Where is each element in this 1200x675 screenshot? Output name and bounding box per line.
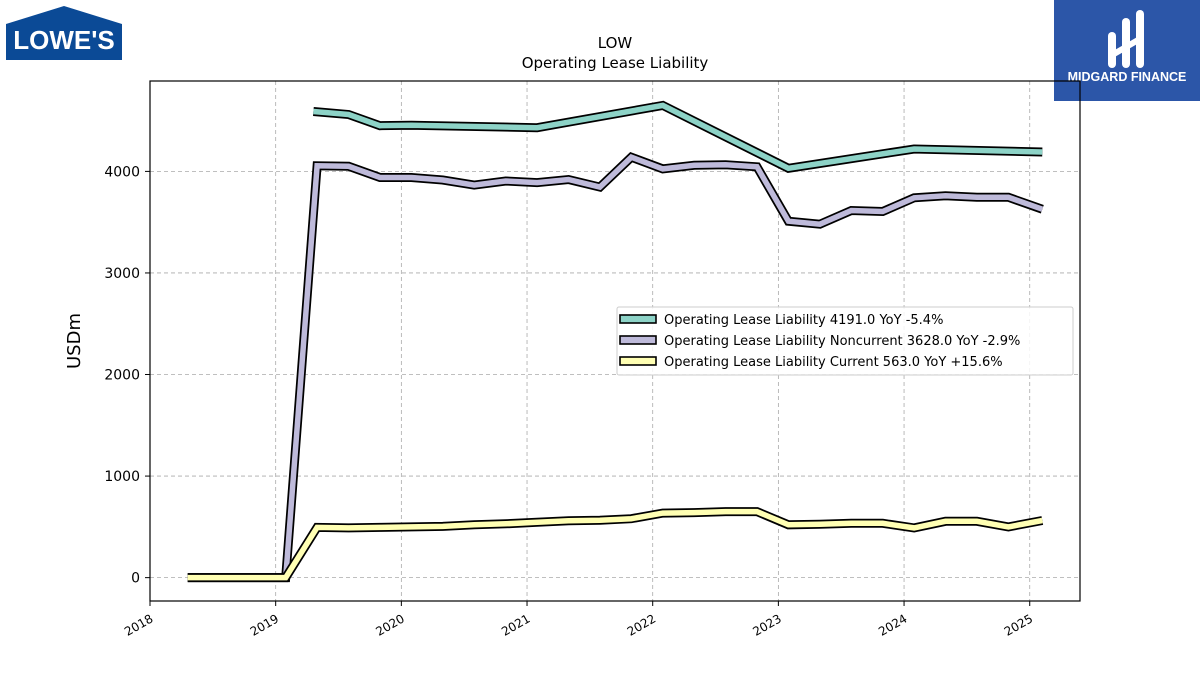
x-tick-label: 2020 — [373, 611, 406, 638]
legend: Operating Lease Liability 4191.0 YoY -5.… — [616, 306, 1074, 376]
y-tick-label: 1000 — [104, 469, 140, 485]
x-tick-label: 2019 — [248, 611, 281, 638]
x-tick-label: 2023 — [750, 611, 783, 638]
plot-frame — [149, 80, 1081, 602]
series-1-group — [313, 100, 1043, 173]
y-tick-label: 0 — [131, 571, 140, 587]
series-layer — [187, 100, 1044, 583]
x-tick-label: 2025 — [1002, 611, 1035, 638]
x-tick-label: 2018 — [122, 611, 155, 638]
midgard-finance-logo: MIDGARD FINANCE — [1054, 0, 1200, 101]
series-2-line — [187, 154, 1044, 581]
midgard-logo-text: MIDGARD FINANCE — [1068, 70, 1187, 84]
legend-swatch-2 — [619, 335, 657, 345]
y-axis-ticks: 0 1000 2000 3000 4000 — [104, 164, 150, 587]
x-tick-label: 2022 — [625, 611, 658, 638]
x-axis-ticks: 2018 2019 2020 2021 2022 2023 2024 2025 — [122, 601, 1035, 639]
chart-subtitle: Operating Lease Liability — [522, 54, 709, 72]
legend-label-3: Operating Lease Liability Current 563.0 … — [664, 355, 1003, 370]
y-axis-label: USDm — [64, 313, 85, 369]
legend-swatch-1 — [619, 314, 657, 324]
y-tick-label: 3000 — [104, 266, 140, 282]
series-3-group — [187, 507, 1044, 583]
chart-title: LOW — [598, 34, 633, 52]
lowes-logo-house-shape — [6, 6, 122, 60]
series-1-line — [313, 102, 1043, 172]
x-tick-label: 2024 — [876, 611, 909, 638]
y-tick-label: 2000 — [104, 368, 140, 384]
legend-box — [616, 306, 1074, 376]
lowes-logo: LOWE'S — [6, 6, 122, 64]
x-tick-label: 2021 — [499, 611, 532, 638]
series-3-line — [187, 508, 1043, 581]
y-tick-label: 4000 — [104, 164, 140, 180]
midgard-logo-mark-icon — [1108, 10, 1144, 68]
series-2-group — [187, 152, 1044, 583]
legend-label-2: Operating Lease Liability Noncurrent 362… — [664, 334, 1020, 349]
legend-swatch-3 — [619, 356, 657, 366]
lowes-logo-text: LOWE'S — [13, 25, 115, 55]
legend-label-1: Operating Lease Liability 4191.0 YoY -5.… — [664, 313, 943, 328]
